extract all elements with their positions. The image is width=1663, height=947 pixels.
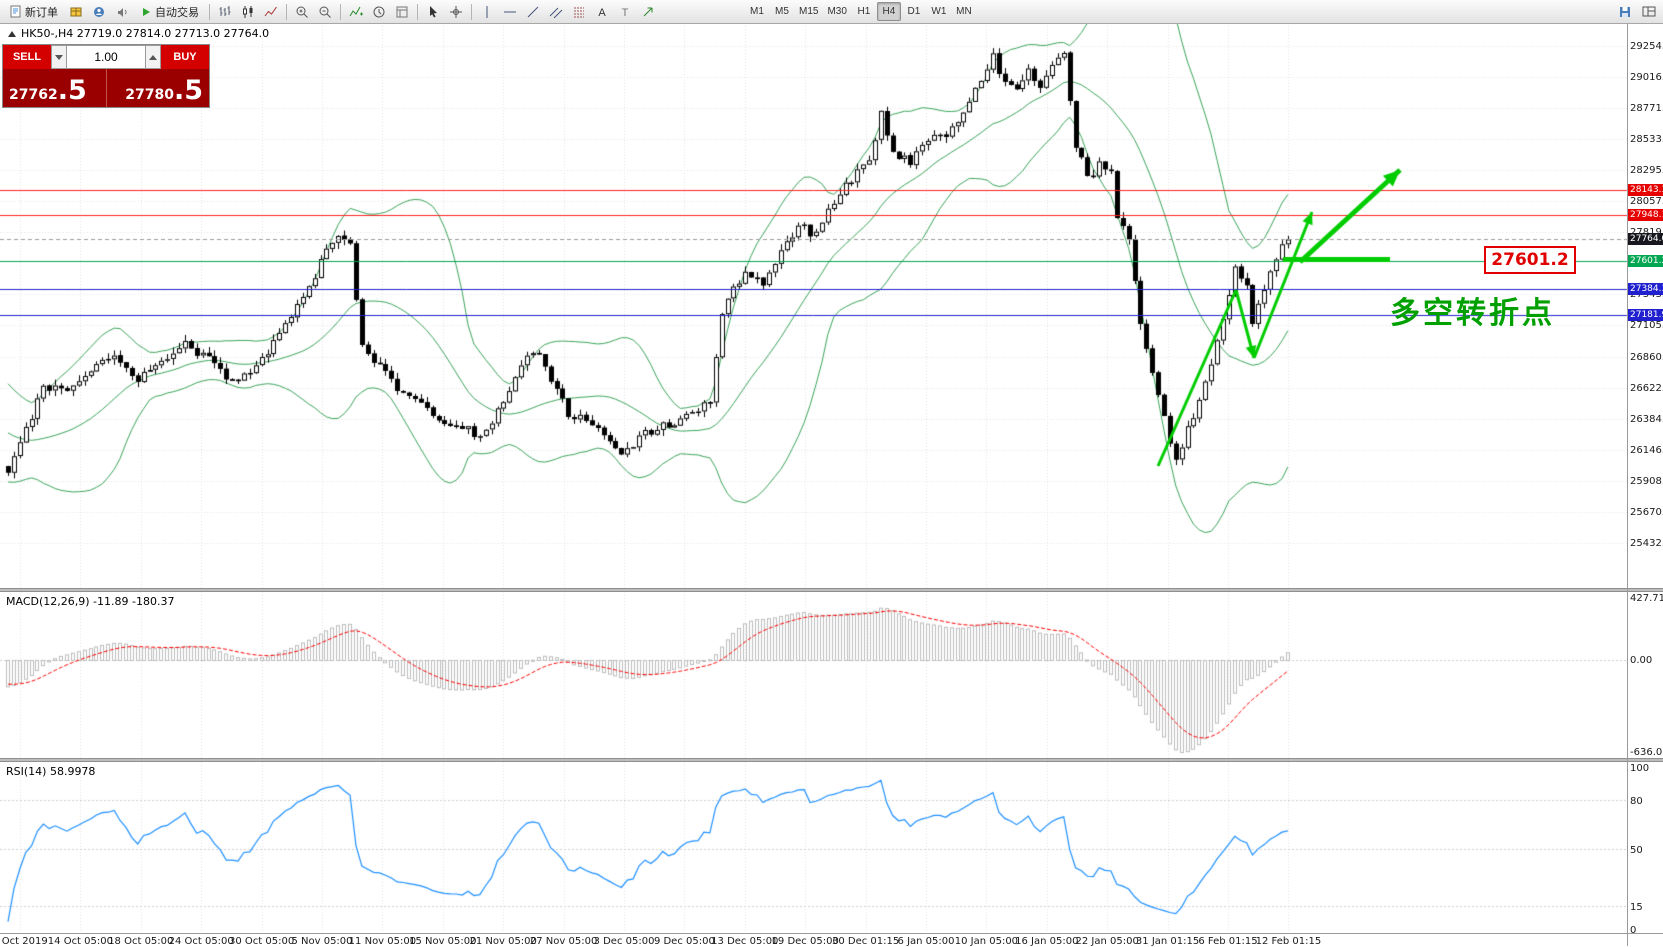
auto-trading-label: 自动交易 xyxy=(155,6,199,19)
price-divider xyxy=(105,69,107,107)
time-axis-separator xyxy=(0,933,1663,934)
market-watch-icon xyxy=(69,5,83,19)
new-order-label: 新订单 xyxy=(25,6,58,19)
new-order-icon xyxy=(9,5,22,18)
crosshair-icon xyxy=(449,5,463,19)
alerts-button[interactable] xyxy=(111,2,133,21)
timeframe-h4-button[interactable]: H4 xyxy=(876,2,901,21)
zoom-in-icon xyxy=(295,5,309,19)
save-button[interactable] xyxy=(1614,2,1636,21)
bar-chart-button[interactable] xyxy=(214,2,236,21)
chart-collapse-icon[interactable] xyxy=(8,30,16,37)
fibonacci-icon xyxy=(572,5,586,19)
bar-chart-icon xyxy=(218,5,232,19)
macd-label: MACD(12,26,9) -11.89 -180.37 xyxy=(6,595,175,608)
quote-row: 27762.5 27780.5 xyxy=(3,69,209,107)
spinner-up-icon xyxy=(149,54,157,60)
toolbar-separator xyxy=(209,3,210,20)
zoom-out-button[interactable] xyxy=(314,2,336,21)
vertical-line-icon xyxy=(480,5,494,19)
candlestick-icon xyxy=(241,5,255,19)
turning-point-annotation[interactable]: 多空转折点 xyxy=(1390,296,1555,331)
timeframe-mn-button[interactable]: MN xyxy=(952,2,976,21)
toolbar: 新订单 自动交易 A T M1 M5 M15 M30 H1 H4 D1 W1 MN xyxy=(0,0,1663,24)
clock-icon xyxy=(372,5,386,19)
macd-panel-separator[interactable] xyxy=(0,588,1663,592)
zoom-out-icon xyxy=(318,5,332,19)
toolbar-separator xyxy=(286,3,287,20)
text-button[interactable]: A xyxy=(591,2,613,21)
templates-button[interactable] xyxy=(391,2,413,21)
timeframe-group: M1 M5 M15 M30 H1 H4 D1 W1 MN xyxy=(745,2,976,21)
svg-text:A: A xyxy=(598,7,606,19)
speaker-icon xyxy=(115,5,129,19)
svg-text:T: T xyxy=(622,7,629,19)
channel-icon xyxy=(549,5,563,19)
toolbar-separator xyxy=(471,3,472,20)
sell-price[interactable]: 27762.5 xyxy=(9,75,87,106)
market-watch-button[interactable] xyxy=(65,2,87,21)
new-order-button[interactable]: 新订单 xyxy=(3,2,64,21)
timeframe-m1-button[interactable]: M1 xyxy=(745,2,769,21)
buy-price[interactable]: 27780.5 xyxy=(125,75,203,106)
rsi-panel-separator[interactable] xyxy=(0,758,1663,762)
buy-button[interactable]: BUY xyxy=(161,45,209,69)
cursor-icon xyxy=(426,5,440,19)
volume-increase-button[interactable] xyxy=(145,45,161,69)
indicators-button[interactable] xyxy=(345,2,367,21)
arrow-icon xyxy=(641,5,655,19)
volume-decrease-button[interactable] xyxy=(51,45,67,69)
line-chart-button[interactable] xyxy=(260,2,282,21)
trendline-button[interactable] xyxy=(522,2,544,21)
timeframe-w1-button[interactable]: W1 xyxy=(927,2,951,21)
volume-input[interactable] xyxy=(67,45,145,69)
toolbar-separator xyxy=(417,3,418,20)
arrows-button[interactable] xyxy=(637,2,659,21)
zoom-in-button[interactable] xyxy=(291,2,313,21)
timeframe-m30-button[interactable]: M30 xyxy=(823,2,850,21)
play-icon xyxy=(140,6,152,18)
periods-button[interactable] xyxy=(368,2,390,21)
timeframe-h1-button[interactable]: H1 xyxy=(852,2,876,21)
crosshair-button[interactable] xyxy=(445,2,467,21)
timeframe-m5-button[interactable]: M5 xyxy=(770,2,794,21)
one-click-trading-panel: SELL BUY 27762.5 27780.5 xyxy=(2,44,210,108)
rsi-label: RSI(14) 58.9978 xyxy=(6,765,96,778)
chart-symbol-ohlc: HK50-,H4 27719.0 27814.0 27713.0 27764.0 xyxy=(21,27,270,40)
window-layout-button[interactable] xyxy=(1638,2,1660,21)
toolbar-right-group xyxy=(1614,2,1660,21)
text-t-icon: T xyxy=(618,5,632,19)
navigator-button[interactable] xyxy=(88,2,110,21)
toolbar-separator xyxy=(340,3,341,20)
text-a-icon: A xyxy=(595,5,609,19)
navigator-icon xyxy=(92,5,106,19)
save-icon xyxy=(1618,5,1632,19)
vertical-line-button[interactable] xyxy=(476,2,498,21)
text-label-button[interactable]: T xyxy=(614,2,636,21)
line-chart-icon xyxy=(264,5,278,19)
spinner-down-icon xyxy=(55,54,63,60)
horizontal-line-button[interactable] xyxy=(499,2,521,21)
price-axis-border[interactable] xyxy=(1627,23,1628,946)
auto-trading-button[interactable]: 自动交易 xyxy=(134,2,205,21)
timeframe-m15-button[interactable]: M15 xyxy=(795,2,822,21)
equidistant-channel-button[interactable] xyxy=(545,2,567,21)
indicators-icon xyxy=(349,5,363,19)
layout-icon xyxy=(1642,5,1656,19)
template-icon xyxy=(395,5,409,19)
timeframe-d1-button[interactable]: D1 xyxy=(902,2,926,21)
cursor-button[interactable] xyxy=(422,2,444,21)
horizontal-line-icon xyxy=(503,5,517,19)
candlestick-chart-button[interactable] xyxy=(237,2,259,21)
chart-header: HK50-,H4 27719.0 27814.0 27713.0 27764.0 xyxy=(8,27,269,40)
trendline-icon xyxy=(526,5,540,19)
trade-controls-row: SELL BUY xyxy=(3,45,209,69)
sell-button[interactable]: SELL xyxy=(3,45,51,69)
support-level-label[interactable]: 27601.2 xyxy=(1484,246,1576,274)
fibonacci-button[interactable] xyxy=(568,2,590,21)
